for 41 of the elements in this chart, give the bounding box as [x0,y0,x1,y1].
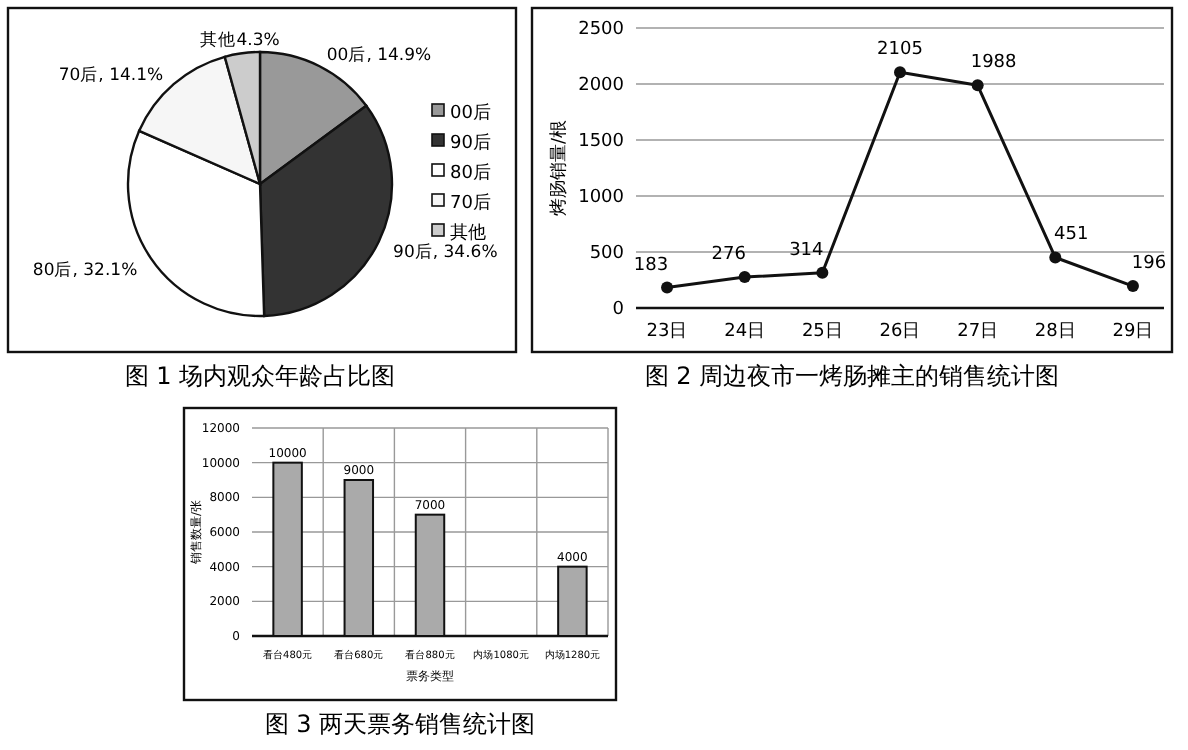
data-label: 90后, 34.6% [393,240,498,263]
y-tick-label: 0 [612,300,625,320]
data-label: 196 [1131,254,1167,275]
point [1126,280,1139,293]
data-label: 276 [711,245,747,266]
x-tick-label: 29日 [1112,322,1154,342]
x-tick-label: 24日 [724,322,766,342]
data-label: 451 [1054,225,1089,246]
x-tick-label: 26日 [879,322,921,342]
data-label: 314 [789,240,825,261]
x-tick-label: 28日 [1034,322,1076,342]
y-tick-label: 1000 [578,188,625,208]
point [738,271,751,284]
legend-label: 其他 [450,222,486,244]
point [894,66,906,79]
point [816,266,829,279]
text: 图 3 两天票务销售统计图 [264,710,536,738]
point [1049,251,1062,264]
text: 图 2 周边夜市一烤肠摊主的销售统计图 [644,362,1060,390]
text: 图 1 场内观众年龄占比图 [124,362,396,390]
legend-label: 80后 [450,162,491,184]
y-axis-title: 烤肠销量/根 [548,119,570,217]
data-label: 183 [633,255,669,276]
x-tick-label: 23日 [646,322,688,342]
data-label: 00后, 14.9% [326,43,432,66]
data-label: 2105 [877,40,923,61]
point [661,281,674,294]
data-label: 80后, 32.1% [32,258,138,281]
point [971,79,984,92]
y-tick-label: 2500 [578,20,625,40]
data-label: 70后, 14.1% [58,64,164,87]
y-tick-label: 2000 [578,76,625,96]
data-label: 其他4.3% [200,29,280,52]
x-tick-label: 25日 [801,322,843,342]
x-tick-label: 27日 [957,322,999,342]
legend-label: 70后 [450,192,491,214]
y-tick-label: 500 [589,244,625,264]
legend-label: 00后 [450,102,491,124]
data-label: 1988 [970,53,1018,74]
y-tick-label: 1500 [578,132,625,152]
legend-label: 90后 [450,132,491,154]
